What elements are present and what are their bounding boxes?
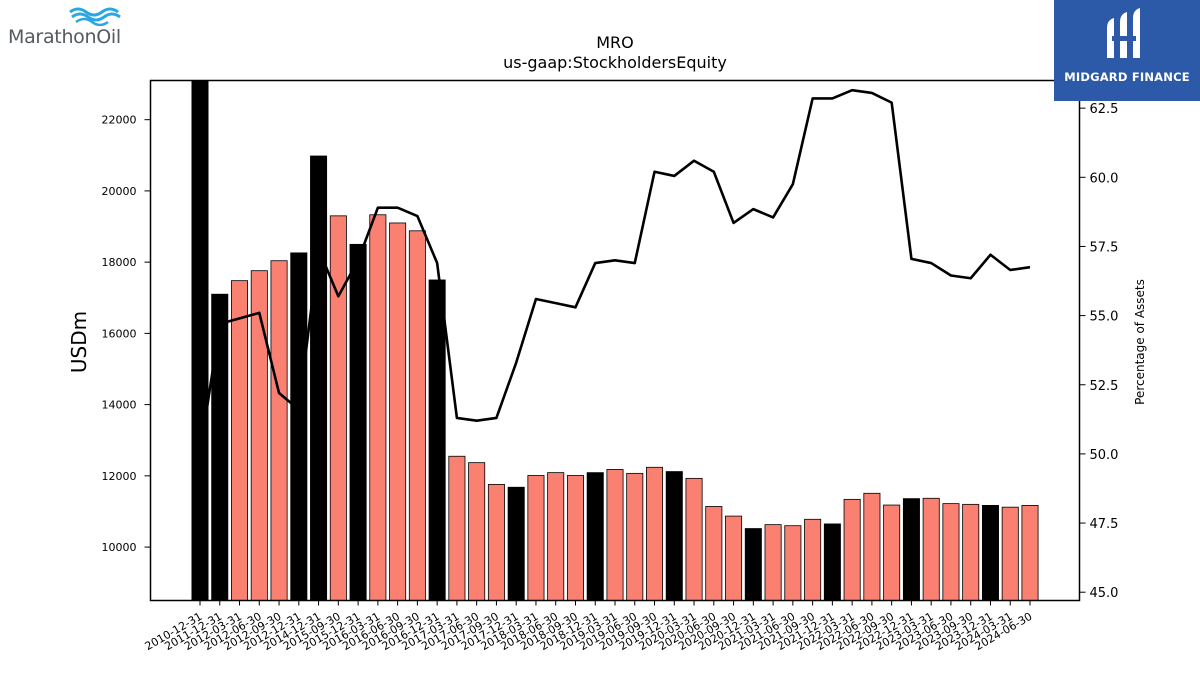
y-tick-label: 12000 bbox=[102, 470, 137, 483]
bar-2020-09-30 bbox=[725, 515, 743, 601]
y2-tick-label: 47.5 bbox=[1090, 517, 1119, 532]
bar-2022-06-30 bbox=[863, 492, 881, 601]
y2-tick-label: 50.0 bbox=[1090, 448, 1119, 463]
bar-2019-06-30 bbox=[626, 472, 644, 601]
bar-2018-12-31 bbox=[586, 472, 604, 601]
y-tick-label: 10000 bbox=[102, 541, 137, 554]
y2-tick-label: 60.0 bbox=[1090, 171, 1119, 186]
y2-tick-label: 55.0 bbox=[1090, 310, 1119, 325]
bar-2016-12-31 bbox=[428, 279, 446, 601]
y2-tick-label: 52.5 bbox=[1090, 379, 1119, 394]
marathon-oil-logo: MarathonOil bbox=[6, 6, 151, 50]
marathon-wave-icon bbox=[69, 7, 121, 26]
bar-2016-09-30 bbox=[408, 230, 426, 601]
bar-2023-03-31 bbox=[922, 497, 940, 601]
bar-2022-12-31 bbox=[902, 498, 920, 601]
bar-2021-03-31 bbox=[764, 524, 782, 601]
bar-2020-06-30 bbox=[705, 506, 723, 601]
bar-2019-03-31 bbox=[606, 469, 624, 601]
bar-2019-12-31 bbox=[665, 471, 683, 601]
bar-2022-03-31 bbox=[843, 498, 861, 601]
chart-subtitle: us-gaap:StockholdersEquity bbox=[503, 53, 727, 72]
bar-2017-12-31 bbox=[507, 486, 525, 601]
bar-2012-03-31 bbox=[231, 280, 249, 601]
bar-2018-09-30 bbox=[566, 475, 584, 601]
y-tick-label: 16000 bbox=[102, 327, 137, 340]
bar-2024-06-30 bbox=[1021, 504, 1039, 601]
bar-2015-12-31 bbox=[349, 243, 367, 601]
chart-title: MRO bbox=[596, 33, 634, 52]
y-tick-label: 14000 bbox=[102, 399, 137, 412]
bar-2020-12-31 bbox=[744, 528, 762, 601]
bar-2021-09-30 bbox=[804, 518, 822, 601]
y2-tick-label: 45.0 bbox=[1090, 586, 1119, 601]
bar-2022-09-30 bbox=[883, 504, 901, 601]
bar-2012-12-31 bbox=[290, 252, 308, 601]
bar-2021-06-30 bbox=[784, 525, 802, 601]
bar-2018-03-31 bbox=[527, 475, 545, 601]
bar-2018-06-30 bbox=[547, 472, 565, 601]
y2-tick-label: 57.5 bbox=[1090, 240, 1119, 255]
y-axis-right: 45.0 47.5 50.0 52.5 55.0 57.5 60.0 62.5 bbox=[1079, 102, 1119, 601]
y2-axis-label: Percentage of Assets bbox=[1133, 279, 1147, 405]
bar-2023-06-30 bbox=[942, 503, 960, 601]
bar-2012-06-30 bbox=[250, 270, 268, 601]
bar-2016-03-31 bbox=[369, 214, 387, 601]
y-axis-left: 10000 12000 14000 16000 18000 20000 22000 bbox=[102, 114, 151, 554]
bar-2015-09-30 bbox=[329, 215, 347, 601]
bar-2023-09-30 bbox=[962, 503, 980, 601]
bar-2017-09-30 bbox=[487, 483, 505, 601]
bar-2010-12-31 bbox=[191, 80, 209, 601]
bar-2012-09-30 bbox=[270, 260, 288, 601]
x-axis: 2010-12-312011-12-312012-03-312012-06-30… bbox=[143, 600, 1035, 653]
equity-percentage-line bbox=[198, 88, 1031, 455]
line-layer bbox=[198, 88, 1031, 455]
bar-2016-06-30 bbox=[389, 222, 407, 601]
y-axis-label: USDm bbox=[67, 311, 91, 373]
y2-tick-label: 62.5 bbox=[1090, 102, 1119, 117]
marathon-oil-wordmark: MarathonOil bbox=[8, 26, 121, 48]
bar-2024-03-31 bbox=[1001, 506, 1019, 601]
bar-2017-06-30 bbox=[468, 462, 486, 601]
midgard-finance-wordmark: MIDGARD FINANCE bbox=[1064, 70, 1190, 84]
bar-2020-03-31 bbox=[685, 477, 703, 601]
bar-2011-12-31 bbox=[211, 293, 229, 601]
y-tick-label: 22000 bbox=[102, 114, 137, 127]
bar-2019-09-30 bbox=[646, 466, 664, 601]
y-tick-label: 20000 bbox=[102, 185, 137, 198]
bar-2014-12-31 bbox=[310, 155, 328, 601]
y-tick-label: 18000 bbox=[102, 256, 137, 269]
bar-2023-12-31 bbox=[981, 504, 999, 601]
bar-2021-12-31 bbox=[823, 523, 841, 601]
bars-layer bbox=[191, 80, 1039, 601]
midgard-finance-logo: MIDGARD FINANCE bbox=[1054, 0, 1200, 101]
bar-2017-03-31 bbox=[448, 455, 466, 601]
midgard-emblem-icon bbox=[1107, 8, 1140, 58]
